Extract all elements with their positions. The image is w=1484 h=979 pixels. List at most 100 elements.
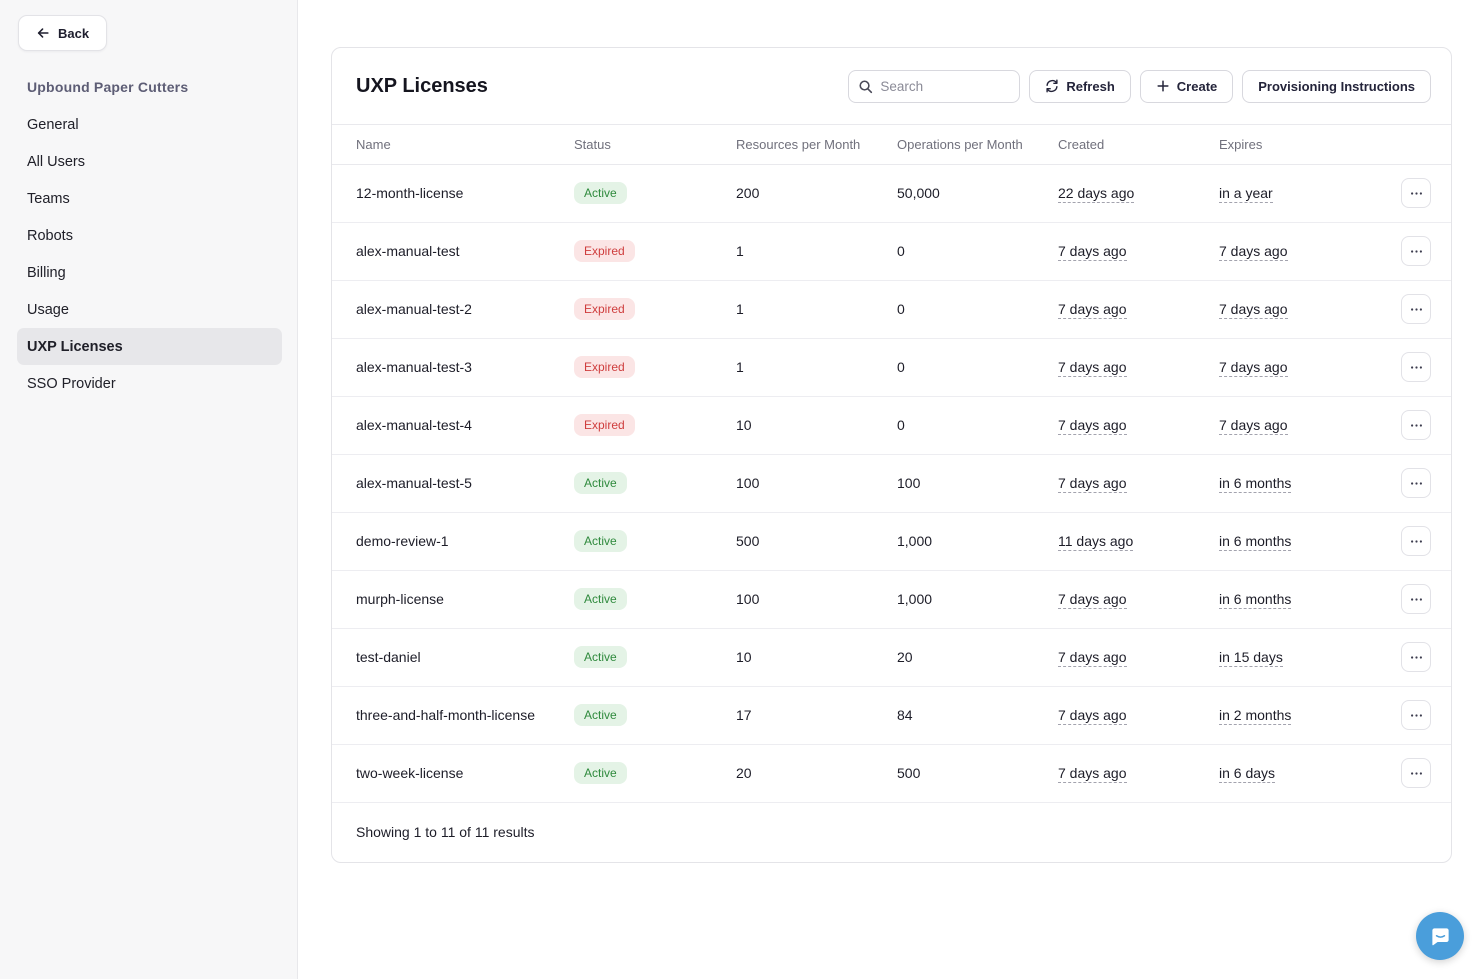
sidebar-item-all-users[interactable]: All Users (17, 143, 282, 180)
status-badge: Active (574, 762, 627, 784)
sidebar-item-label: UXP Licenses (27, 338, 123, 355)
resources-per-month: 17 (736, 707, 752, 723)
operations-per-month: 20 (897, 649, 913, 665)
provisioning-instructions-button[interactable]: Provisioning Instructions (1242, 69, 1431, 103)
header-controls: Refresh Create Provisioning Instructions (848, 69, 1431, 103)
operations-per-month: 0 (897, 243, 905, 259)
create-button-label: Create (1176, 78, 1218, 94)
row-actions-button[interactable] (1401, 700, 1431, 730)
refresh-button[interactable]: Refresh (1029, 69, 1131, 103)
expires-value: in 6 months (1219, 475, 1292, 493)
ellipsis-icon (1410, 709, 1423, 722)
expires-value: 7 days ago (1219, 301, 1288, 319)
table-row: two-week-license Active 20 500 7 days ag… (332, 744, 1451, 803)
table-row: alex-manual-test-5 Active 100 100 7 days… (332, 454, 1451, 513)
operations-per-month: 1,000 (897, 591, 933, 607)
plus-icon (1156, 79, 1170, 93)
created-value: 11 days ago (1058, 533, 1134, 551)
status-badge: Active (574, 472, 627, 494)
column-header-resources-per-month: Resources per Month (736, 125, 897, 165)
created-value: 7 days ago (1058, 243, 1127, 261)
search-input[interactable] (848, 69, 1021, 103)
status-badge: Expired (574, 240, 635, 262)
license-name: murph-license (356, 591, 444, 607)
row-actions-button[interactable] (1401, 294, 1431, 324)
row-actions-button[interactable] (1401, 468, 1431, 498)
ellipsis-icon (1410, 419, 1423, 432)
operations-per-month: 0 (897, 301, 905, 317)
operations-per-month: 50,000 (897, 185, 940, 201)
refresh-button-label: Refresh (1066, 78, 1115, 94)
sidebar-item-label: General (27, 116, 79, 133)
operations-per-month: 100 (897, 475, 921, 491)
operations-per-month: 0 (897, 417, 905, 433)
license-name: alex-manual-test-5 (356, 475, 472, 491)
arrow-left-icon (36, 26, 50, 40)
back-button[interactable]: Back (18, 15, 108, 51)
search-box (848, 69, 1021, 103)
sidebar-item-general[interactable]: General (17, 106, 282, 143)
org-title: Upbound Paper Cutters (27, 79, 189, 95)
table-row: three-and-half-month-license Active 17 8… (332, 686, 1451, 745)
row-actions-button[interactable] (1401, 352, 1431, 382)
expires-value: in 6 days (1219, 765, 1276, 783)
row-actions-button[interactable] (1401, 758, 1431, 788)
table-row: alex-manual-test-4 Expired 10 0 7 days a… (332, 396, 1451, 455)
row-actions-button[interactable] (1401, 526, 1431, 556)
sidebar: Back Upbound Paper Cutters General All U… (0, 0, 298, 979)
create-button[interactable]: Create (1139, 69, 1234, 103)
created-value: 7 days ago (1058, 417, 1127, 435)
status-badge: Active (574, 530, 627, 552)
sidebar-item-teams[interactable]: Teams (17, 180, 282, 217)
sidebar-item-robots[interactable]: Robots (17, 217, 282, 254)
ellipsis-icon (1410, 593, 1423, 606)
table-row: demo-review-1 Active 500 1,000 11 days a… (332, 512, 1451, 571)
resources-per-month: 100 (736, 591, 760, 607)
licenses-table: Name Status Resources per Month Operations … (332, 125, 1451, 803)
status-badge: Expired (574, 298, 635, 320)
operations-per-month: 84 (897, 707, 913, 723)
row-actions-button[interactable] (1401, 584, 1431, 614)
row-actions-button[interactable] (1401, 178, 1431, 208)
table-header-row: Name Status Resources per Month Operations … (332, 125, 1451, 165)
ellipsis-icon (1410, 477, 1423, 490)
status-badge: Active (574, 704, 627, 726)
row-actions-button[interactable] (1401, 642, 1431, 672)
resources-per-month: 10 (736, 417, 752, 433)
sidebar-item-sso-provider[interactable]: SSO Provider (17, 365, 282, 402)
chat-launcher-button[interactable] (1416, 912, 1464, 960)
created-value: 7 days ago (1058, 301, 1127, 319)
ellipsis-icon (1410, 651, 1423, 664)
resources-per-month: 1 (736, 301, 744, 317)
ellipsis-icon (1410, 187, 1423, 200)
license-name: alex-manual-test-2 (356, 301, 472, 317)
license-name: alex-manual-test-4 (356, 417, 472, 433)
column-header-actions (1391, 125, 1451, 165)
created-value: 7 days ago (1058, 359, 1127, 377)
licenses-card: UXP Licenses Refresh Create (331, 47, 1452, 863)
ellipsis-icon (1410, 767, 1423, 780)
table-row: alex-manual-test-3 Expired 1 0 7 days ag… (332, 338, 1451, 397)
sidebar-item-usage[interactable]: Usage (17, 291, 282, 328)
created-value: 7 days ago (1058, 475, 1127, 493)
search-icon (859, 79, 873, 93)
back-button-label: Back (58, 25, 90, 41)
table-row: test-daniel Active 10 20 7 days ago in 1… (332, 628, 1451, 687)
row-actions-button[interactable] (1401, 236, 1431, 266)
resources-per-month: 20 (736, 765, 752, 781)
sidebar-item-label: Usage (27, 301, 69, 318)
expires-value: in 2 months (1219, 707, 1292, 725)
page-title: UXP Licenses (356, 74, 488, 97)
sidebar-item-label: Billing (27, 264, 66, 281)
license-table-body: 12-month-license Active 200 50,000 22 da… (332, 164, 1451, 803)
license-name: alex-manual-test-3 (356, 359, 472, 375)
license-name: alex-manual-test (356, 243, 460, 259)
license-name: test-daniel (356, 649, 421, 665)
sidebar-item-billing[interactable]: Billing (17, 254, 282, 291)
row-actions-button[interactable] (1401, 410, 1431, 440)
sidebar-item-uxp-licenses[interactable]: UXP Licenses (17, 328, 282, 365)
status-badge: Active (574, 182, 627, 204)
expires-value: in a year (1219, 185, 1273, 203)
column-header-created: Created (1058, 125, 1219, 165)
expires-value: 7 days ago (1219, 417, 1288, 435)
